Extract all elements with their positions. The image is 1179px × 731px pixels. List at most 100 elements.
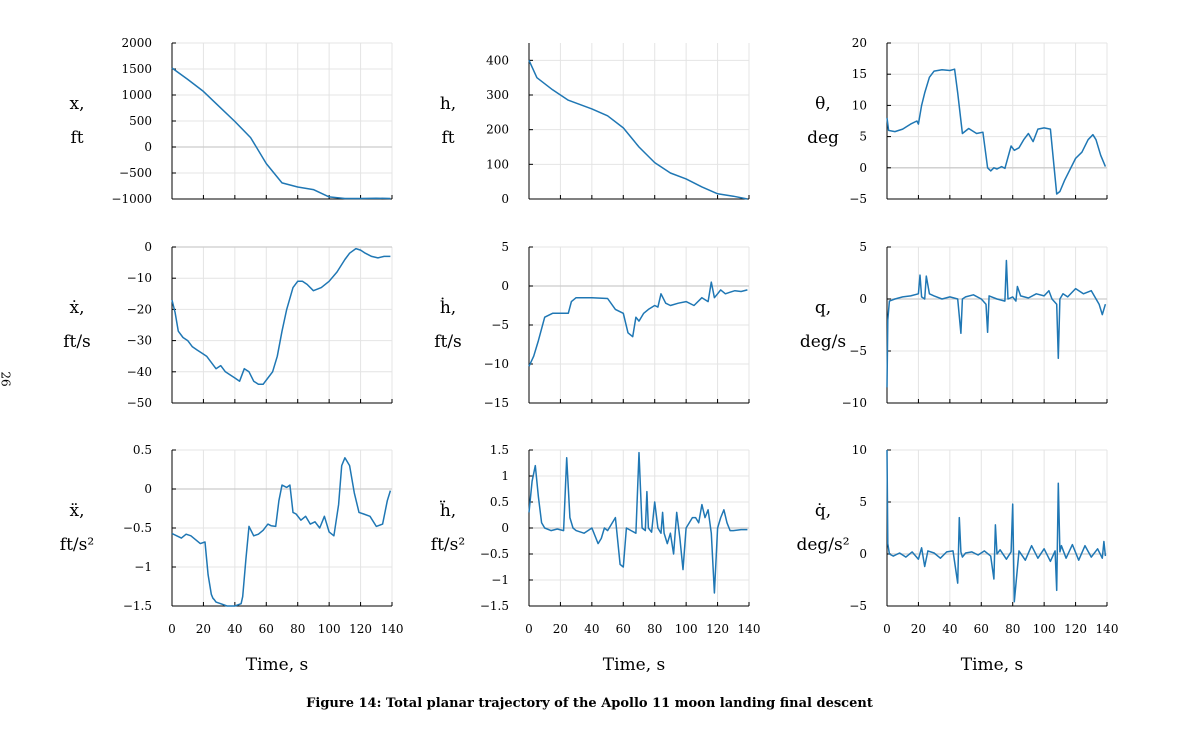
y-tick-label: −500 bbox=[119, 166, 152, 180]
y-axis-label: θ, bbox=[815, 94, 831, 114]
y-tick-label: 0 bbox=[501, 279, 509, 293]
y-tick-label: 0 bbox=[501, 521, 509, 535]
y-axis-label: ft/s bbox=[63, 332, 91, 352]
x-tick-label: 140 bbox=[1096, 622, 1119, 636]
series-line bbox=[886, 68, 1107, 195]
y-tick-label: 1.5 bbox=[490, 443, 509, 457]
x-tick-label: 20 bbox=[911, 622, 926, 636]
y-tick-label: 20 bbox=[852, 36, 867, 50]
x-tick-label: 120 bbox=[349, 622, 372, 636]
y-tick-label: 5 bbox=[859, 130, 867, 144]
y-tick-label: −20 bbox=[127, 302, 152, 316]
series-line bbox=[528, 451, 748, 594]
y-tick-label: −5 bbox=[849, 192, 867, 206]
y-axis-label: q, bbox=[815, 298, 831, 318]
x-tick-label: 40 bbox=[227, 622, 242, 636]
y-tick-label: −1 bbox=[134, 560, 152, 574]
y-tick-label: −1 bbox=[491, 573, 509, 587]
subplot-6: −10 −5 0 5 q, deg/s bbox=[800, 240, 1108, 410]
y-axis-label: ẋ, bbox=[70, 298, 85, 318]
y-axis-label: deg bbox=[807, 128, 839, 148]
y-tick-label: 500 bbox=[129, 114, 152, 128]
y-tick-label: −15 bbox=[484, 396, 509, 410]
page-number: 26 bbox=[0, 371, 13, 387]
y-tick-label: −1000 bbox=[111, 192, 152, 206]
y-axis-label: h, bbox=[440, 94, 456, 114]
y-axis-label: ḣ, bbox=[440, 297, 456, 318]
subplot-8: −1.5 −1 −0.5 0 0.5 1 1.5 0 20 40 60 80 100 120 140 ḧ, ft… bbox=[431, 443, 761, 675]
x-axis-label: Time, s bbox=[246, 655, 309, 675]
y-axis-label: x, bbox=[70, 94, 85, 114]
y-tick-label: 0.5 bbox=[490, 495, 509, 509]
y-tick-label: −50 bbox=[127, 396, 152, 410]
y-tick-label: −40 bbox=[127, 365, 152, 379]
y-tick-label: −0.5 bbox=[123, 521, 152, 535]
x-tick-label: 100 bbox=[675, 622, 698, 636]
y-tick-label: 0.5 bbox=[133, 443, 152, 457]
y-tick-label: 0 bbox=[501, 192, 509, 206]
y-axis-label: ft/s² bbox=[60, 535, 94, 555]
y-tick-label: −1.5 bbox=[480, 599, 509, 613]
subplot-3: −5 0 5 10 15 20 θ, deg bbox=[807, 36, 1108, 206]
subplot-2: 0 100 200 300 400 h, ft bbox=[440, 43, 750, 206]
series-line bbox=[528, 59, 748, 200]
y-tick-label: −10 bbox=[484, 357, 509, 371]
y-tick-label: 10 bbox=[852, 98, 867, 112]
y-tick-label: 5 bbox=[859, 495, 867, 509]
y-tick-label: 5 bbox=[859, 240, 867, 254]
y-tick-label: 0 bbox=[859, 547, 867, 561]
x-tick-label: 60 bbox=[974, 622, 989, 636]
x-tick-label: 80 bbox=[1005, 622, 1020, 636]
y-tick-label: 0 bbox=[859, 161, 867, 175]
y-axis-label: ẍ, bbox=[70, 501, 85, 521]
y-tick-label: 100 bbox=[486, 157, 509, 171]
y-tick-label: 400 bbox=[486, 53, 509, 67]
x-tick-label: 100 bbox=[318, 622, 341, 636]
series-line bbox=[886, 449, 1107, 603]
x-tick-label: 80 bbox=[647, 622, 662, 636]
x-tick-label: 80 bbox=[290, 622, 305, 636]
series-line bbox=[171, 67, 391, 200]
y-tick-label: 15 bbox=[852, 67, 867, 81]
y-tick-label: −30 bbox=[127, 334, 152, 348]
subplot-1: −1000 −500 0 500 1000 1500 2000 x, ft bbox=[70, 36, 393, 206]
y-tick-label: −0.5 bbox=[480, 547, 509, 561]
x-tick-label: 0 bbox=[525, 622, 533, 636]
series-line bbox=[886, 259, 1107, 388]
y-tick-label: −10 bbox=[127, 271, 152, 285]
y-tick-label: 0 bbox=[144, 482, 152, 496]
y-tick-label: 1500 bbox=[121, 62, 152, 76]
x-tick-label: 20 bbox=[553, 622, 568, 636]
x-tick-label: 120 bbox=[706, 622, 729, 636]
y-tick-label: 10 bbox=[852, 443, 867, 457]
x-axis-label: Time, s bbox=[961, 655, 1024, 675]
y-axis-label: ft bbox=[441, 128, 454, 148]
x-tick-label: 100 bbox=[1033, 622, 1056, 636]
y-axis-label: ḧ, bbox=[440, 500, 456, 521]
y-tick-label: −1.5 bbox=[123, 599, 152, 613]
subplot-5: −15 −10 −5 0 5 ḣ, ft/s bbox=[434, 240, 750, 410]
x-tick-label: 40 bbox=[584, 622, 599, 636]
y-tick-label: −5 bbox=[849, 599, 867, 613]
x-tick-label: 0 bbox=[168, 622, 176, 636]
y-axis-label: deg/s² bbox=[796, 535, 849, 555]
x-tick-label: 60 bbox=[616, 622, 631, 636]
x-tick-label: 140 bbox=[738, 622, 761, 636]
y-axis-label: q̇, bbox=[815, 501, 831, 521]
y-tick-label: −5 bbox=[849, 344, 867, 358]
x-tick-label: 120 bbox=[1064, 622, 1087, 636]
y-tick-label: −5 bbox=[491, 318, 509, 332]
y-tick-label: 2000 bbox=[121, 36, 152, 50]
y-axis-label: deg/s bbox=[800, 332, 846, 352]
y-tick-label: 0 bbox=[144, 140, 152, 154]
y-axis-label: ft/s² bbox=[431, 535, 465, 555]
x-tick-label: 140 bbox=[381, 622, 404, 636]
y-axis-label: ft bbox=[70, 128, 83, 148]
y-tick-label: −10 bbox=[842, 396, 867, 410]
subplot-4: −50 −40 −30 −20 −10 0 ẋ, ft/s bbox=[63, 240, 393, 410]
y-tick-label: 1000 bbox=[121, 88, 152, 102]
figure-caption: Figure 14: Total planar trajectory of th… bbox=[306, 696, 873, 711]
y-tick-label: 0 bbox=[144, 240, 152, 254]
x-tick-label: 20 bbox=[196, 622, 211, 636]
